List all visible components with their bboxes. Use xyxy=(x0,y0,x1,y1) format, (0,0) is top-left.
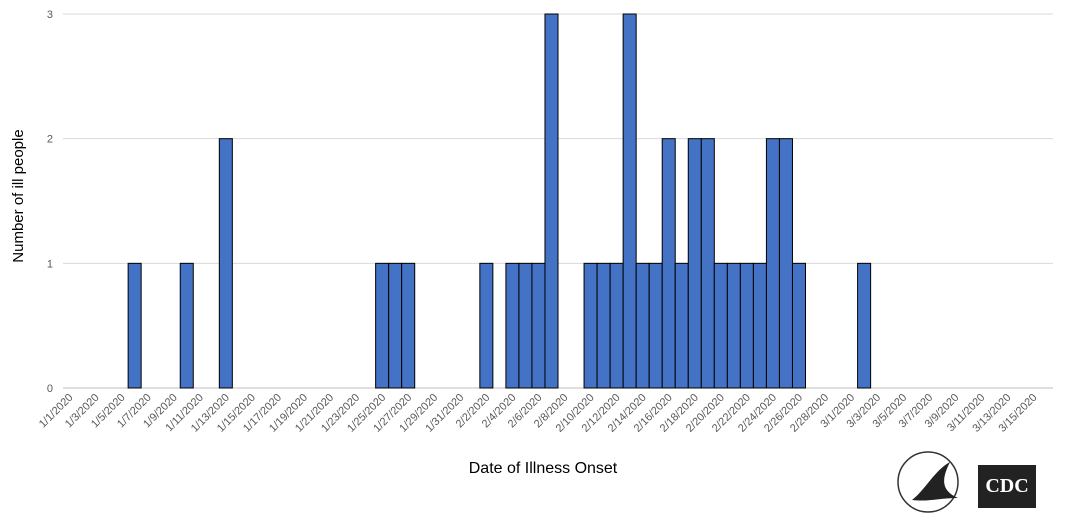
hhs-logo xyxy=(897,451,959,513)
bar xyxy=(388,262,403,389)
bar xyxy=(752,262,767,389)
y-tick-label: 0 xyxy=(47,383,53,395)
bar xyxy=(518,262,533,389)
bar xyxy=(726,262,741,389)
bar xyxy=(661,138,676,389)
bar xyxy=(791,262,807,389)
hhs-ring xyxy=(897,451,959,513)
bar xyxy=(622,13,637,389)
bar xyxy=(127,262,142,389)
bar xyxy=(857,262,872,389)
bar xyxy=(700,138,715,389)
bar xyxy=(583,262,598,389)
bar xyxy=(531,262,546,389)
bar xyxy=(375,262,390,389)
bar xyxy=(179,262,194,389)
bar xyxy=(401,262,416,389)
bar xyxy=(544,13,559,389)
bar xyxy=(505,262,520,389)
bar xyxy=(687,138,702,389)
x-axis-title: Date of Illness Onset xyxy=(469,460,618,477)
bar xyxy=(218,138,233,389)
bar xyxy=(765,138,780,389)
y-tick-label: 3 xyxy=(47,9,53,21)
bar xyxy=(739,262,754,389)
y-axis-title: Number of ill people xyxy=(10,129,27,262)
cdc-text: CDC xyxy=(985,475,1028,497)
bar xyxy=(479,262,494,389)
hhs-eagle xyxy=(912,462,958,501)
bar xyxy=(713,262,728,389)
cdc-logo: CDC xyxy=(978,465,1036,508)
y-tick-label: 2 xyxy=(47,134,53,146)
cdc-box xyxy=(978,465,1036,508)
bar xyxy=(596,262,611,389)
bar xyxy=(778,138,793,389)
bar xyxy=(674,262,689,389)
y-tick-label: 1 xyxy=(47,258,53,270)
bar xyxy=(648,262,663,389)
bar xyxy=(609,262,624,389)
bar xyxy=(635,262,650,389)
